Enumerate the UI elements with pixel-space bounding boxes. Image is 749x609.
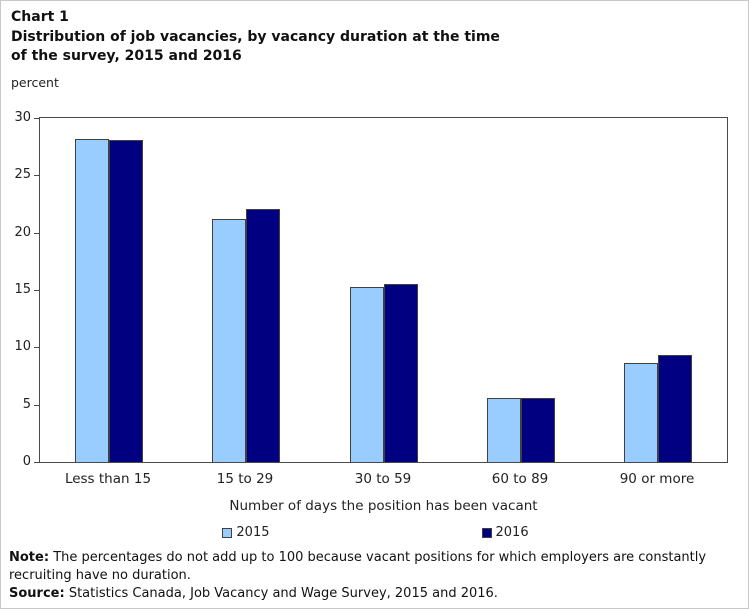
y-tick-label-0: 0 — [22, 454, 31, 469]
chart-legend: 2015 2016 — [1, 525, 748, 540]
legend-label-2016: 2016 — [495, 525, 529, 540]
bar-2015-90-or-more — [624, 363, 658, 462]
y-tick-label-10: 10 — [14, 339, 31, 355]
x-tick-label-30-to-59: 30 to 59 — [354, 471, 412, 487]
y-tick-label-15: 15 — [14, 282, 31, 297]
y-tick-label-25: 25 — [14, 167, 31, 183]
bar-2016-15-to-29 — [246, 209, 280, 462]
y-tick-mark — [34, 462, 39, 463]
x-tick-label-less-than-15: Less than 15 — [64, 471, 152, 487]
y-tick-mark — [34, 404, 39, 406]
bar-2016-90-or-more — [658, 355, 692, 462]
y-tick-label-30: 30 — [14, 110, 31, 125]
source-line: Source: Statistics Canada, Job Vacancy a… — [9, 585, 745, 603]
y-tick-label-20: 20 — [14, 224, 31, 240]
bar-2015-60-to-89 — [487, 398, 521, 462]
plot-area — [39, 117, 728, 463]
bar-2015-15-to-29 — [212, 219, 246, 462]
legend-item-2015: 2015 — [222, 525, 270, 540]
y-tick-mark — [34, 232, 39, 234]
x-tick-label-90-or-more: 90 or more — [619, 471, 695, 487]
source-label: Source: — [9, 586, 65, 601]
y-tick-label-5: 5 — [22, 396, 31, 412]
bar-2015-30-to-59 — [350, 287, 384, 462]
bar-2016-60-to-89 — [521, 398, 555, 462]
chart-notes: Note: The percentages do not add up to 1… — [9, 549, 745, 603]
chart-number: Chart 1 — [11, 9, 69, 25]
note-line: Note: The percentages do not add up to 1… — [9, 549, 745, 585]
y-tick-mark — [34, 290, 39, 291]
y-tick-mark — [34, 118, 39, 119]
legend-label-2015: 2015 — [236, 525, 270, 540]
x-tick-label-60-to-89: 60 to 89 — [491, 471, 549, 487]
y-tick-mark — [34, 347, 39, 349]
x-tick-label-15-to-29: 15 to 29 — [216, 471, 274, 487]
source-text: Statistics Canada, Job Vacancy and Wage … — [68, 586, 498, 601]
bar-2016-less-than-15 — [109, 140, 143, 462]
bar-2015-less-than-15 — [75, 139, 109, 462]
chart-title: Distribution of job vacancies, by vacanc… — [11, 29, 500, 64]
y-tick-mark — [34, 175, 39, 177]
note-label: Note: — [9, 550, 50, 565]
x-axis-title: Number of days the position has been vac… — [229, 498, 538, 514]
legend-swatch-2016 — [481, 527, 492, 538]
y-axis-unit-label: percent — [11, 75, 59, 90]
bar-2016-30-to-59 — [384, 284, 418, 462]
legend-swatch-2015 — [222, 527, 233, 538]
legend-item-2016: 2016 — [481, 525, 529, 540]
note-text: The percentages do not add up to 100 bec… — [9, 550, 707, 583]
